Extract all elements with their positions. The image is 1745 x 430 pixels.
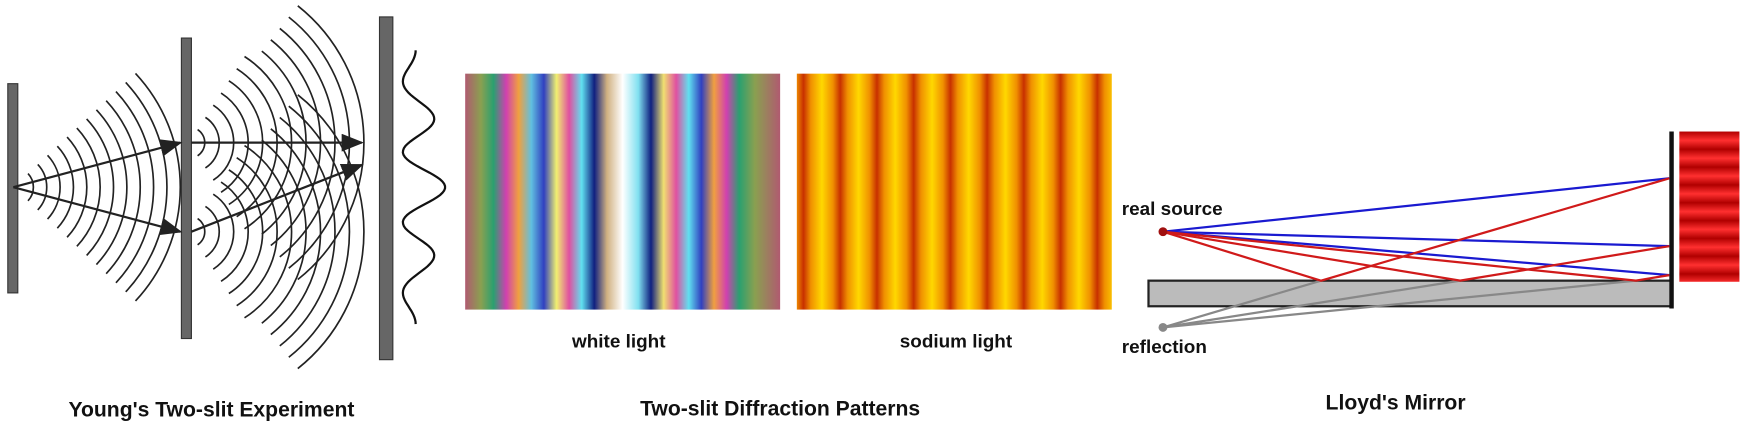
- virtual-ray: [1162, 279, 1322, 329]
- reflected-ray: [1162, 177, 1670, 282]
- wavefront: [56, 145, 75, 229]
- wavefront: [220, 181, 249, 283]
- reflected-ray: [1162, 230, 1670, 282]
- wavefront: [228, 169, 264, 295]
- panel-title: Lloyd's Mirror: [1326, 392, 1466, 415]
- pattern-label: white light: [571, 331, 666, 352]
- wavefront: [134, 72, 182, 302]
- wavefront: [270, 128, 322, 336]
- patterns-panel: white light sodium light Two-slit Diffra…: [465, 73, 1112, 420]
- wavefront: [95, 109, 128, 266]
- source-point: [1158, 227, 1168, 237]
- pattern-label: sodium light: [900, 331, 1013, 352]
- wavefront: [76, 127, 101, 247]
- virtual-ray: [1162, 279, 1637, 329]
- reflected-ray: [1162, 230, 1670, 282]
- wavefront: [115, 91, 155, 284]
- wavefront: [204, 205, 221, 258]
- wavefront: [46, 154, 61, 220]
- panel-title: Two-slit Diffraction Patterns: [640, 397, 920, 420]
- source-label: real source: [1122, 199, 1223, 220]
- image-point: [1158, 322, 1168, 332]
- wavefront: [288, 105, 351, 358]
- wavefront: [212, 193, 235, 270]
- wavefront: [244, 144, 293, 319]
- lloyd-panel: real source reflection Lloyd's Mirror: [1122, 131, 1740, 415]
- wavefront: [27, 172, 35, 202]
- sodium-light-pattern: [796, 73, 1112, 310]
- ray: [1162, 230, 1670, 248]
- wavefront: [297, 94, 365, 370]
- wavefront: [261, 139, 307, 324]
- young-panel: Young's Two-slit Experiment: [7, 5, 447, 421]
- intensity-curve: [401, 50, 447, 325]
- slit-barrier: [180, 37, 192, 340]
- arrow: [13, 139, 183, 189]
- wavefront: [236, 157, 278, 307]
- arrow: [191, 163, 364, 233]
- wavefront: [86, 118, 115, 257]
- panel-title: Young's Two-slit Experiment: [68, 398, 354, 421]
- ray: [1162, 177, 1670, 233]
- wavefront: [279, 116, 336, 347]
- white-light-pattern: [465, 73, 781, 310]
- wavefront: [125, 81, 168, 293]
- fringes: [1679, 131, 1740, 282]
- arrow: [13, 186, 183, 236]
- image-label: reflection: [1122, 337, 1207, 358]
- wavefront: [197, 217, 206, 246]
- screen: [378, 16, 394, 361]
- wavefront: [105, 100, 141, 275]
- wavefront: [37, 163, 48, 211]
- virtual-ray: [1162, 279, 1461, 329]
- wavefront: [66, 136, 88, 238]
